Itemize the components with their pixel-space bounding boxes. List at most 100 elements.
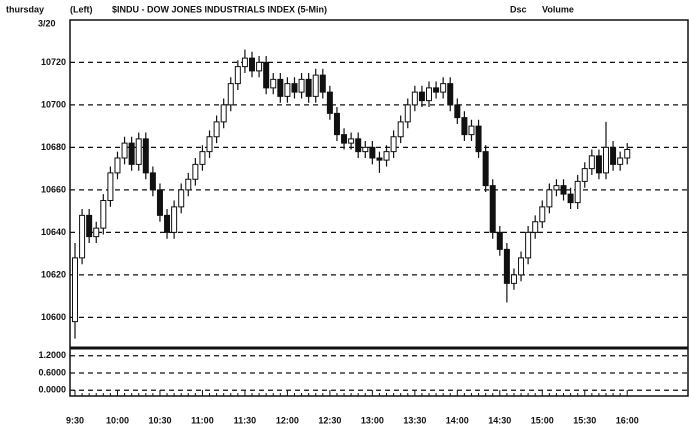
candle-body	[546, 189, 553, 208]
x-tick-label: 15:00	[531, 415, 554, 425]
candle-body	[319, 74, 326, 93]
candle-body	[227, 83, 234, 106]
candle-body	[376, 157, 383, 161]
candle-body	[560, 185, 567, 195]
y-tick-label: 10660	[41, 184, 66, 194]
x-tick-label: 14:30	[488, 415, 511, 425]
candle-body	[326, 91, 333, 114]
candle-body	[567, 193, 574, 204]
x-tick-label: 14:00	[446, 415, 469, 425]
candle-body	[525, 231, 532, 259]
candle-body	[156, 189, 163, 216]
candle-body	[595, 155, 602, 174]
candle-body	[433, 87, 440, 93]
candle-body	[518, 257, 525, 276]
candle-body	[277, 78, 284, 97]
candle-body	[461, 117, 468, 136]
candle-body	[482, 151, 489, 187]
candle-body	[185, 178, 192, 191]
candle-body	[312, 74, 319, 97]
candle-body	[220, 104, 227, 123]
candle-body	[213, 121, 220, 138]
candle-body	[581, 168, 588, 182]
y-tick-label: 10720	[41, 57, 66, 67]
side-label: (Left)	[70, 4, 93, 14]
volume-tick-label: 1.2000	[38, 350, 66, 360]
candle-body	[234, 66, 241, 85]
candle-body	[503, 248, 510, 284]
candle-body	[341, 134, 348, 144]
candle-body	[270, 78, 277, 89]
x-tick-label: 12:30	[318, 415, 341, 425]
candle-body	[355, 138, 362, 153]
candle-body	[298, 78, 305, 93]
candle-body	[149, 172, 156, 191]
x-tick-label: 11:30	[234, 415, 257, 425]
candle-body	[114, 157, 121, 174]
y-tick-label: 10620	[41, 269, 66, 279]
candle-body	[397, 121, 404, 138]
candle-body	[199, 151, 206, 165]
candle-body	[348, 138, 355, 144]
x-tick-label: 13:30	[403, 415, 426, 425]
candle-body	[171, 206, 178, 233]
candle-body	[121, 142, 128, 159]
date-label: 3/20	[38, 18, 56, 28]
candle-body	[135, 138, 142, 165]
candle-body	[333, 112, 340, 136]
y-tick-label: 10700	[41, 99, 66, 109]
candle-body	[418, 91, 425, 102]
candle-body	[93, 227, 100, 238]
candle-body	[241, 57, 248, 68]
candle-body	[532, 221, 539, 233]
candle-body	[249, 57, 255, 72]
candle-body	[426, 87, 432, 102]
candle-body	[624, 149, 631, 159]
candle-body	[178, 189, 185, 208]
candle-body	[291, 83, 298, 93]
volume-label: Volume	[542, 4, 574, 14]
x-tick-label: 9:30	[66, 415, 84, 425]
candle-body	[256, 61, 263, 72]
candle-body	[489, 185, 496, 233]
candle-body	[206, 136, 213, 153]
candle-body	[603, 146, 609, 174]
x-tick-label: 11:00	[191, 415, 214, 425]
candle-body	[610, 146, 617, 165]
candle-body	[617, 157, 624, 165]
x-tick-label: 13:00	[361, 415, 384, 425]
candle-body	[305, 78, 312, 97]
chart-title: $INDU - DOW JONES INDUSTRIALS INDEX (5-M…	[112, 4, 327, 14]
y-tick-label: 10600	[41, 312, 66, 322]
candle-body	[574, 180, 581, 204]
candle-body	[390, 136, 397, 153]
candle-body	[128, 142, 135, 165]
y-tick-label: 10640	[41, 227, 66, 237]
volume-tick-label: 0.6000	[38, 367, 66, 377]
candle-body	[539, 206, 546, 223]
y-tick-label: 10680	[41, 142, 66, 152]
candle-body	[79, 214, 86, 259]
candle-body	[553, 185, 560, 191]
x-tick-label: 10:00	[106, 415, 129, 425]
candle-body	[447, 83, 454, 106]
x-tick-label: 15:30	[573, 415, 596, 425]
dsc-label: Dsc	[510, 4, 527, 14]
candle-body	[468, 125, 475, 136]
volume-tick-label: 0.0000	[38, 385, 66, 395]
candle-body	[411, 91, 418, 106]
candle-body	[588, 155, 595, 170]
x-tick-label: 12:00	[276, 415, 299, 425]
candle-body	[86, 214, 93, 238]
candle-body	[362, 146, 369, 153]
x-tick-label: 16:00	[616, 415, 639, 425]
candle-body	[369, 146, 376, 159]
day-label: thursday	[6, 4, 44, 14]
candle-body	[100, 200, 107, 229]
candle-body	[454, 104, 461, 119]
candle-body	[142, 138, 149, 174]
candle-body	[496, 231, 503, 250]
candle-body	[263, 61, 270, 89]
